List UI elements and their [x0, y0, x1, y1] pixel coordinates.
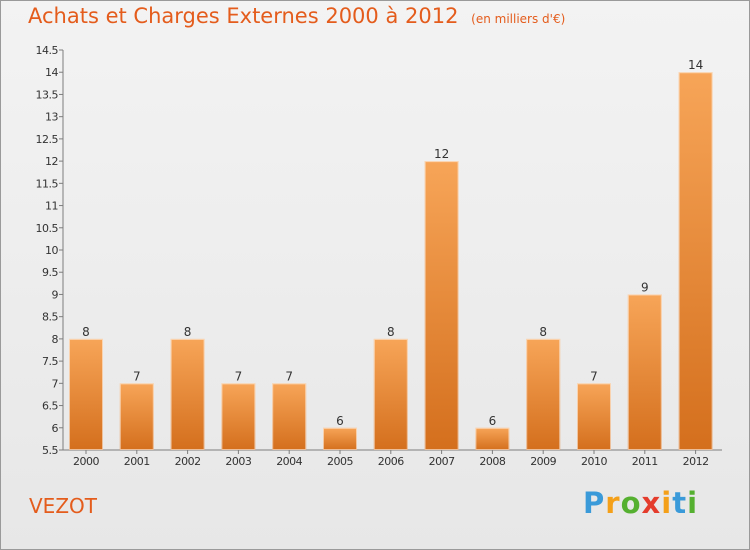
x-tick-label: 2001 — [124, 455, 150, 468]
y-tick-label: 13 — [45, 111, 58, 124]
data-label: 12 — [434, 147, 449, 161]
bar — [475, 427, 510, 450]
y-tick-label: 10 — [45, 244, 58, 257]
x-tick-label: 2006 — [378, 455, 404, 468]
x-tick-label: 2010 — [581, 455, 607, 468]
y-tick-label: 9 — [52, 288, 59, 301]
x-tick-label: 2005 — [327, 455, 353, 468]
bar-highlight — [221, 383, 256, 451]
bar — [119, 383, 154, 450]
data-label: 8 — [539, 325, 547, 339]
chart-title-text: Achats et Charges Externes 2000 à 2012 — [28, 4, 459, 28]
y-tick-label: 12 — [45, 155, 58, 168]
brand-logo: Proxiti — [583, 486, 698, 520]
chart-unit: (en milliers d'€) — [471, 12, 566, 26]
x-tick-label: 2011 — [632, 455, 658, 468]
bar-highlight — [577, 383, 611, 451]
y-tick-label: 6 — [52, 422, 59, 435]
logo-letter: i — [661, 486, 673, 520]
y-tick-label: 10.5 — [36, 222, 59, 235]
bar-highlight — [170, 338, 205, 450]
bar-highlight — [627, 294, 662, 451]
data-label: 6 — [489, 414, 497, 428]
logo-letter: P — [583, 486, 606, 520]
bar — [678, 72, 713, 450]
data-label: 14 — [688, 58, 703, 72]
y-tick-label: 6.5 — [42, 400, 58, 413]
x-tick-label: 2008 — [479, 455, 505, 468]
bar-highlight — [119, 383, 154, 451]
y-tick-label: 8.5 — [42, 311, 58, 324]
bar — [373, 338, 408, 450]
logo-letter: i — [687, 486, 699, 520]
y-tick-label: 7 — [52, 377, 59, 390]
bar — [526, 338, 561, 450]
x-tick-label: 2007 — [429, 455, 455, 468]
bar — [272, 383, 307, 450]
x-tick-label: 2012 — [683, 455, 709, 468]
y-tick-label: 5.5 — [42, 444, 58, 457]
bar-highlight — [69, 338, 103, 450]
bar — [69, 338, 103, 450]
data-label: 8 — [82, 325, 90, 339]
data-label: 8 — [184, 325, 192, 339]
x-tick-label: 2002 — [175, 455, 201, 468]
logo-letter: o — [620, 486, 642, 520]
logo-letter: x — [641, 486, 662, 520]
data-label: 7 — [285, 369, 293, 383]
x-tick-label: 2003 — [225, 455, 251, 468]
data-label: 9 — [641, 280, 649, 294]
bar-highlight — [526, 338, 561, 450]
y-tick-label: 7.5 — [42, 355, 58, 368]
bar-highlight — [323, 427, 357, 450]
y-tick-label: 13.5 — [36, 88, 59, 101]
y-tick-label: 8 — [52, 333, 59, 346]
x-tick-label: 2000 — [73, 455, 99, 468]
bar — [170, 338, 205, 450]
data-label: 6 — [336, 414, 344, 428]
y-tick-label: 14.5 — [36, 44, 59, 57]
logo-letter: t — [672, 486, 688, 520]
data-label: 7 — [235, 369, 243, 383]
bar-highlight — [678, 72, 713, 450]
location-name: VEZOT — [29, 494, 97, 518]
bar-highlight — [272, 383, 307, 451]
y-tick-label: 14 — [45, 66, 58, 79]
y-tick-label: 12.5 — [36, 133, 59, 146]
data-label: 7 — [590, 369, 598, 383]
data-label: 7 — [133, 369, 141, 383]
y-tick-label: 11.5 — [36, 177, 59, 190]
x-tick-label: 2009 — [530, 455, 556, 468]
y-tick-label: 9.5 — [42, 266, 58, 279]
chart-title: Achats et Charges Externes 2000 à 2012 (… — [28, 4, 565, 28]
logo-letter: r — [605, 486, 621, 520]
bar — [424, 161, 459, 450]
bar — [221, 383, 256, 450]
bar-highlight — [424, 161, 459, 450]
bar-highlight — [475, 427, 510, 450]
bar — [323, 427, 357, 450]
x-tick-label: 2004 — [276, 455, 302, 468]
bar-highlight — [373, 338, 408, 450]
y-tick-label: 11 — [45, 200, 58, 213]
data-label: 8 — [387, 325, 395, 339]
bar — [627, 294, 662, 450]
bar — [577, 383, 611, 450]
